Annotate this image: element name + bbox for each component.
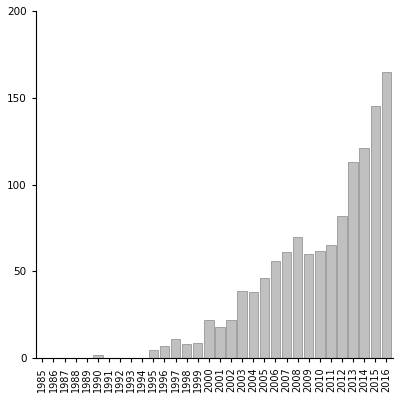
- Bar: [160, 346, 169, 358]
- Bar: [93, 355, 102, 358]
- Bar: [282, 252, 291, 358]
- Bar: [226, 320, 236, 358]
- Bar: [370, 107, 380, 358]
- Bar: [204, 320, 214, 358]
- Bar: [215, 327, 225, 358]
- Bar: [382, 72, 391, 358]
- Bar: [304, 254, 314, 358]
- Bar: [326, 245, 336, 358]
- Bar: [248, 292, 258, 358]
- Bar: [260, 279, 269, 358]
- Bar: [182, 344, 191, 358]
- Bar: [238, 290, 247, 358]
- Bar: [149, 350, 158, 358]
- Bar: [171, 339, 180, 358]
- Bar: [337, 216, 347, 358]
- Bar: [193, 343, 202, 358]
- Bar: [315, 251, 324, 358]
- Bar: [293, 237, 302, 358]
- Bar: [348, 162, 358, 358]
- Bar: [360, 148, 369, 358]
- Bar: [271, 261, 280, 358]
